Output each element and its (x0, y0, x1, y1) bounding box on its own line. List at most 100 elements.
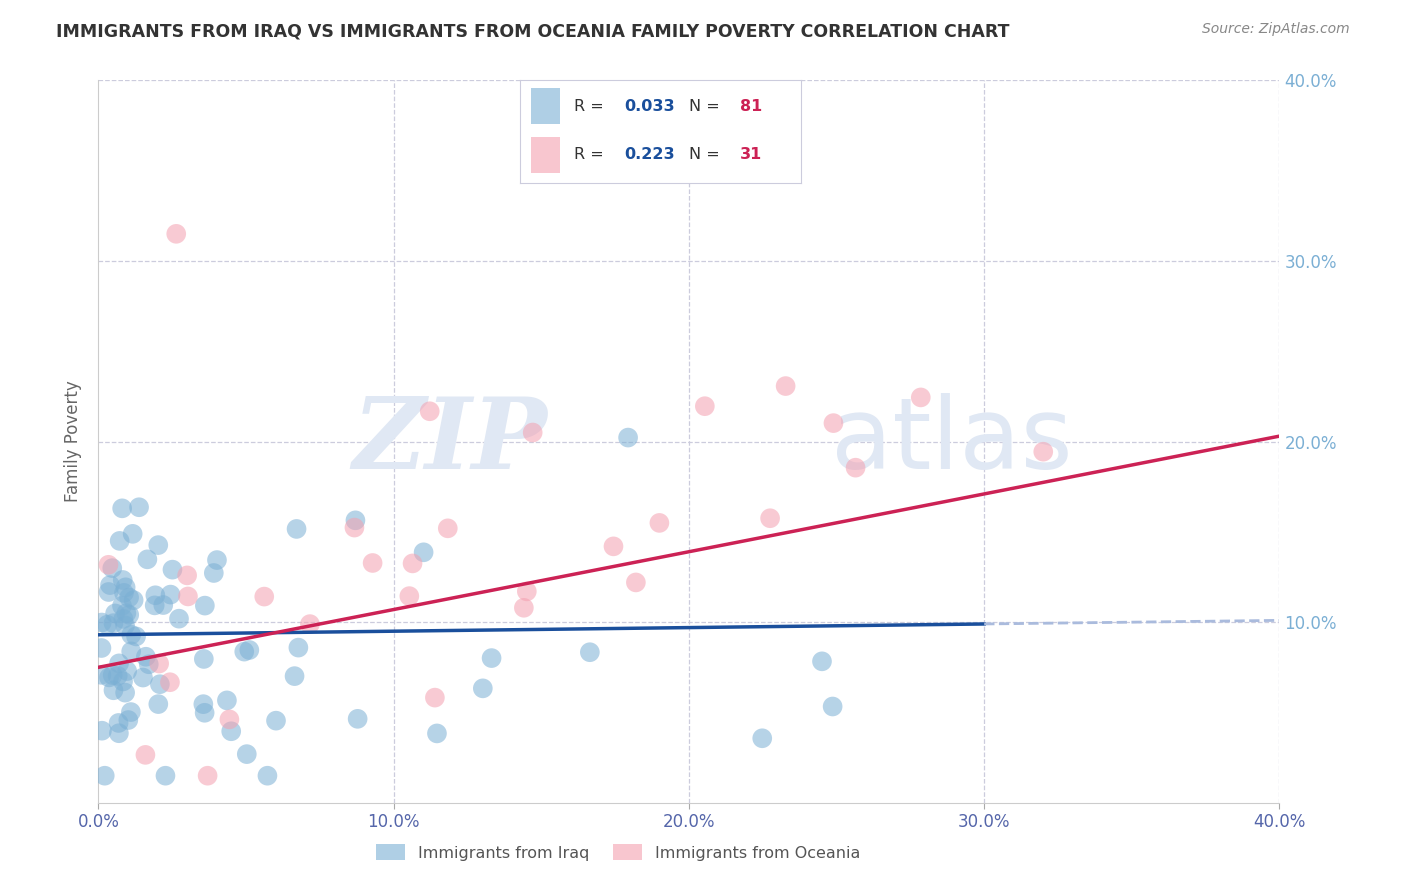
Point (128, 500, 150, 515)
Point (120, 644, 142, 658)
Point (136, 552, 159, 566)
Point (120, 628, 142, 642)
Point (148, 697, 170, 711)
Point (111, 501, 134, 516)
Point (344, 513, 367, 527)
Point (120, 705, 142, 719)
Point (1032, 444, 1054, 458)
Text: R =: R = (574, 147, 609, 162)
Point (287, 640, 309, 655)
Point (401, 557, 423, 571)
Point (108, 533, 131, 548)
Bar (531, 88, 560, 124)
Point (471, 681, 494, 696)
Point (522, 425, 544, 440)
Point (138, 657, 160, 672)
Point (579, 645, 602, 659)
Point (90, 615, 112, 630)
Point (159, 675, 181, 690)
Point (132, 671, 155, 685)
Point (148, 538, 170, 552)
Point (823, 416, 845, 430)
Point (264, 714, 287, 728)
Text: atlas: atlas (831, 393, 1073, 490)
Text: N =: N = (689, 99, 725, 114)
Text: N =: N = (689, 147, 725, 162)
Point (90, 640, 112, 655)
Point (513, 600, 536, 615)
Point (98, 578, 121, 592)
Point (162, 563, 184, 577)
Point (194, 599, 217, 613)
Point (121, 526, 143, 541)
Legend: Immigrants from Iraq, Immigrants from Oceania: Immigrants from Iraq, Immigrants from Oc… (370, 838, 866, 867)
Point (167, 612, 190, 626)
Point (143, 588, 166, 602)
Point (202, 566, 225, 580)
Text: 0.223: 0.223 (624, 147, 675, 162)
Point (111, 599, 134, 613)
Point (775, 379, 797, 393)
Point (811, 654, 834, 668)
Point (361, 556, 384, 570)
Point (112, 674, 135, 689)
Text: 31: 31 (740, 147, 762, 162)
Point (218, 713, 240, 727)
Point (419, 404, 441, 418)
Point (108, 657, 131, 671)
Point (205, 553, 228, 567)
Point (91, 723, 114, 738)
Point (176, 568, 198, 582)
Point (90, 668, 112, 682)
Point (821, 699, 844, 714)
Y-axis label: Family Poverty: Family Poverty (65, 381, 83, 502)
Point (107, 715, 129, 730)
Point (101, 561, 124, 575)
Point (602, 540, 624, 554)
Point (112, 612, 135, 626)
Point (111, 573, 134, 587)
Point (751, 731, 773, 746)
Bar (531, 136, 560, 173)
Point (197, 769, 219, 783)
Text: 0.033: 0.033 (624, 99, 675, 114)
Point (215, 693, 238, 707)
Point (115, 664, 138, 678)
Point (648, 516, 671, 530)
Point (481, 651, 503, 665)
Point (436, 521, 458, 535)
Point (693, 399, 716, 413)
Point (112, 586, 135, 600)
Point (118, 607, 141, 622)
Point (253, 590, 276, 604)
Point (426, 726, 449, 740)
Point (233, 645, 256, 659)
Point (346, 712, 368, 726)
Point (159, 588, 181, 602)
Point (125, 629, 148, 643)
Point (114, 618, 136, 632)
Point (134, 747, 156, 762)
Point (256, 769, 278, 783)
Point (149, 677, 172, 691)
Point (219, 724, 242, 739)
Point (152, 598, 174, 612)
Point (135, 649, 157, 664)
Point (143, 599, 166, 613)
Point (94, 769, 117, 783)
Point (97, 585, 120, 599)
Point (624, 575, 647, 590)
Point (97, 558, 120, 572)
Point (423, 690, 446, 705)
Text: IMMIGRANTS FROM IRAQ VS IMMIGRANTS FROM OCEANIA FAMILY POVERTY CORRELATION CHART: IMMIGRANTS FROM IRAQ VS IMMIGRANTS FROM … (56, 22, 1010, 40)
Point (101, 668, 124, 682)
Point (103, 683, 125, 698)
Point (108, 726, 131, 740)
Point (177, 590, 200, 604)
Point (285, 522, 308, 536)
Point (122, 593, 145, 607)
Point (236, 747, 259, 761)
Point (114, 686, 136, 700)
Point (845, 460, 868, 475)
Point (155, 769, 177, 783)
